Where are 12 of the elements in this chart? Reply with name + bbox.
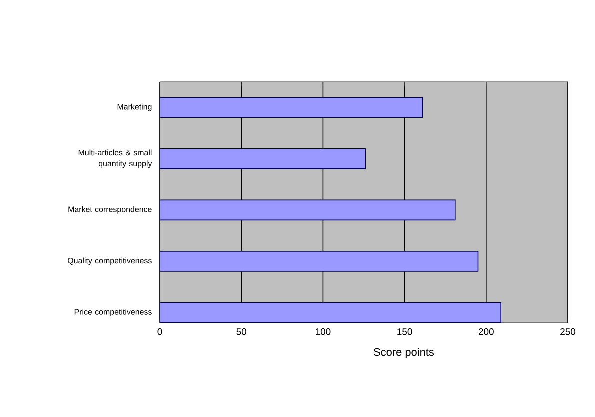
x-tick-label: 50	[236, 328, 246, 336]
x-tick-label: 200	[478, 328, 494, 336]
bar	[160, 251, 479, 272]
bar	[160, 200, 456, 221]
x-tick-label: 150	[398, 328, 412, 336]
x-tick-label: 250	[560, 328, 576, 336]
x-tick-label: 100	[316, 328, 331, 336]
bar	[160, 148, 366, 170]
x-axis-title: Score points	[374, 348, 434, 358]
bar	[160, 302, 502, 324]
x-tick-label: 0	[158, 328, 162, 336]
bar	[160, 97, 424, 118]
